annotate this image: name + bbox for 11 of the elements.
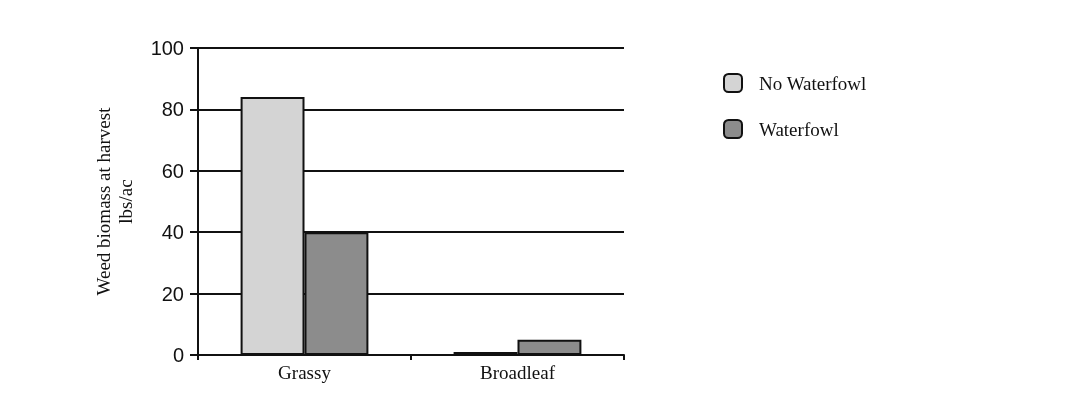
- y-axis-title: Weed biomass at harvest lbs/ac: [92, 106, 136, 296]
- y-tick-label: 0: [172, 344, 184, 366]
- x-tick-label: Broadleaf: [480, 362, 556, 383]
- y-tick-label: 40: [161, 221, 184, 244]
- y-tick-label: 80: [161, 98, 184, 121]
- y-tick-label: 60: [161, 159, 184, 182]
- legend-label: No Waterfowl: [759, 72, 867, 94]
- y-tick-label: 20: [161, 282, 184, 305]
- legend-label: Waterfowl: [759, 118, 839, 140]
- y-tick-label: 100: [150, 37, 184, 59]
- x-tick-label: Grassy: [278, 362, 332, 383]
